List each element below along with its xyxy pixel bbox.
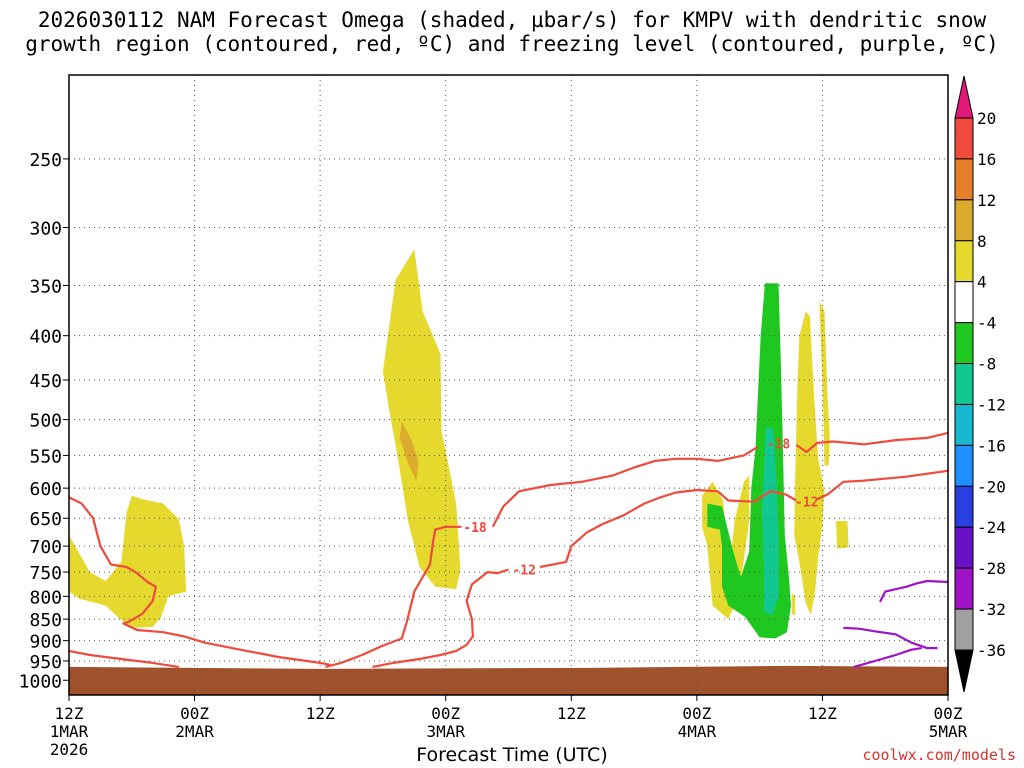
colorbar-label-10: -24 — [977, 518, 1006, 537]
y-tick-label-1000: 1000 — [19, 671, 62, 692]
plot-frame — [68, 74, 949, 696]
x-tick-label-12: 00Z — [180, 704, 209, 723]
y-tick-label-750: 750 — [29, 563, 62, 584]
contour-dgz-18-right-2 — [795, 431, 949, 454]
contour-dgz-18-mid — [325, 525, 462, 668]
x-tick-date-36: 3MAR — [426, 722, 465, 741]
colorbar-label-6: -8 — [977, 355, 996, 374]
contour-label-dgz-18-mid: -18 — [463, 521, 487, 536]
colorbar-label-3: 8 — [977, 232, 987, 251]
y-tick-label-350: 350 — [29, 276, 62, 297]
contour-dgz-18-left — [68, 649, 180, 668]
contour-frz-0-a — [879, 579, 949, 603]
colorbar-bin--24 — [954, 485, 974, 528]
x-tick-label-0: 12Z — [55, 704, 84, 723]
colorbar-label-11: -28 — [977, 559, 1006, 578]
y-tick-label-650: 650 — [29, 509, 62, 530]
colorbar-label-7: -12 — [977, 395, 1006, 414]
colorbar-label-0: 20 — [977, 109, 996, 128]
y-tick-label-700: 700 — [29, 537, 62, 558]
y-tick-label-800: 800 — [29, 587, 62, 608]
credit-text: coolwx.com/models — [862, 746, 1016, 764]
y-tick-label-600: 600 — [29, 479, 62, 500]
x-tick-date-0: 1MAR — [50, 722, 89, 741]
omega-region-orange-1 — [399, 421, 419, 481]
omega-region-yellow-5 — [819, 301, 830, 466]
omega-region-yellow-2 — [382, 249, 461, 590]
colorbar-label-9: -20 — [977, 477, 1006, 496]
x-tick-label-24: 12Z — [306, 704, 335, 723]
y-tick-label-500: 500 — [29, 411, 62, 432]
y-tick-label-400: 400 — [29, 327, 62, 348]
y-tick-label-950: 950 — [29, 652, 62, 673]
colorbar-bin--12 — [954, 363, 974, 405]
y-tick-label-900: 900 — [29, 632, 62, 653]
y-tick-label-300: 300 — [29, 218, 62, 239]
x-axis-title: Forecast Time (UTC) — [416, 744, 608, 766]
contour-label-dgz-18-right: -18 — [767, 438, 791, 453]
colorbar-bin--4 — [954, 281, 974, 324]
contour-dgz-12-right — [539, 488, 797, 569]
title-line-1: 2026030112 NAM Forecast Omega (shaded, µ… — [37, 8, 987, 32]
x-tick-date-60: 4MAR — [678, 722, 717, 741]
x-tick-label-60: 00Z — [682, 704, 711, 723]
omega-region-yellow-4 — [794, 311, 825, 615]
x-tick-label-84: 00Z — [934, 704, 963, 723]
x-tick-label-72: 12Z — [808, 704, 837, 723]
colorbar-bin-8 — [954, 199, 974, 242]
colorbar-bin-16 — [954, 117, 974, 160]
colorbar-bin--36 — [954, 608, 974, 651]
omega-shading — [69, 249, 849, 639]
colorbar-label-13: -36 — [977, 641, 1006, 660]
x-tick-date-84: 5MAR — [929, 722, 968, 741]
contour-label-dgz-12-mid: -12 — [512, 564, 535, 579]
colorbar-label-8: -16 — [977, 436, 1006, 455]
colorbar-bin--20 — [954, 444, 974, 487]
colorbar: 20 16 12 8 4 -4 -8 -12 -16 -20 -24 -28 -32 -36 — [954, 75, 1006, 693]
colorbar-label-2: 12 — [977, 191, 996, 210]
colorbar-bin--8 — [954, 322, 974, 365]
colorbar-label-1: 16 — [977, 150, 996, 169]
x-tick-label-48: 12Z — [557, 704, 586, 723]
omega-region-yellow-1 — [69, 495, 187, 628]
contour-dgz-12-left — [68, 496, 331, 666]
colorbar-bin--16 — [954, 403, 974, 446]
gridlines — [68, 75, 949, 695]
contour-dgz-18-right — [491, 446, 759, 528]
y-tick-label-450: 450 — [29, 371, 62, 392]
colorbar-label-4: 4 — [977, 273, 987, 292]
x-tick-year-0: 2026 — [50, 740, 89, 759]
y-tick-label-850: 850 — [29, 610, 62, 631]
x-tick-label-36: 00Z — [431, 704, 460, 723]
y-tick-label-550: 550 — [29, 446, 62, 467]
omega-region-yellow-6 — [836, 521, 849, 549]
omega-region-teal-1 — [761, 427, 779, 615]
colorbar-label-5: -4 — [977, 314, 996, 333]
x-tick-date-12: 2MAR — [175, 722, 214, 741]
terrain-surface — [69, 665, 948, 695]
colorbar-bin--28 — [954, 526, 974, 569]
terrain-fill — [69, 665, 948, 695]
contour-dgz-12-mid — [372, 568, 509, 668]
colorbar-bin-12 — [954, 158, 974, 201]
colorbar-bin--32 — [954, 567, 974, 610]
contour-frz-0-c — [853, 647, 922, 668]
colorbar-bin-top — [954, 75, 974, 119]
colorbar-label-12: -32 — [977, 600, 1006, 619]
contour-dgz-12-right-2 — [816, 469, 949, 501]
omega-region-yellow-7 — [792, 594, 796, 615]
colorbar-bin-bottom — [954, 649, 974, 693]
title-line-2: growth region (contoured, red, ºC) and f… — [25, 32, 999, 56]
contour-lines: -18 -12 -12 -18 — [68, 431, 949, 668]
axes: 2503003504004505005506006507007508008509… — [19, 74, 968, 759]
contour-label-dgz-12-right: -12 — [795, 496, 818, 511]
colorbar-bin-4 — [954, 240, 974, 283]
y-tick-label-250: 250 — [29, 150, 62, 171]
contour-frz-0-b — [843, 626, 938, 650]
